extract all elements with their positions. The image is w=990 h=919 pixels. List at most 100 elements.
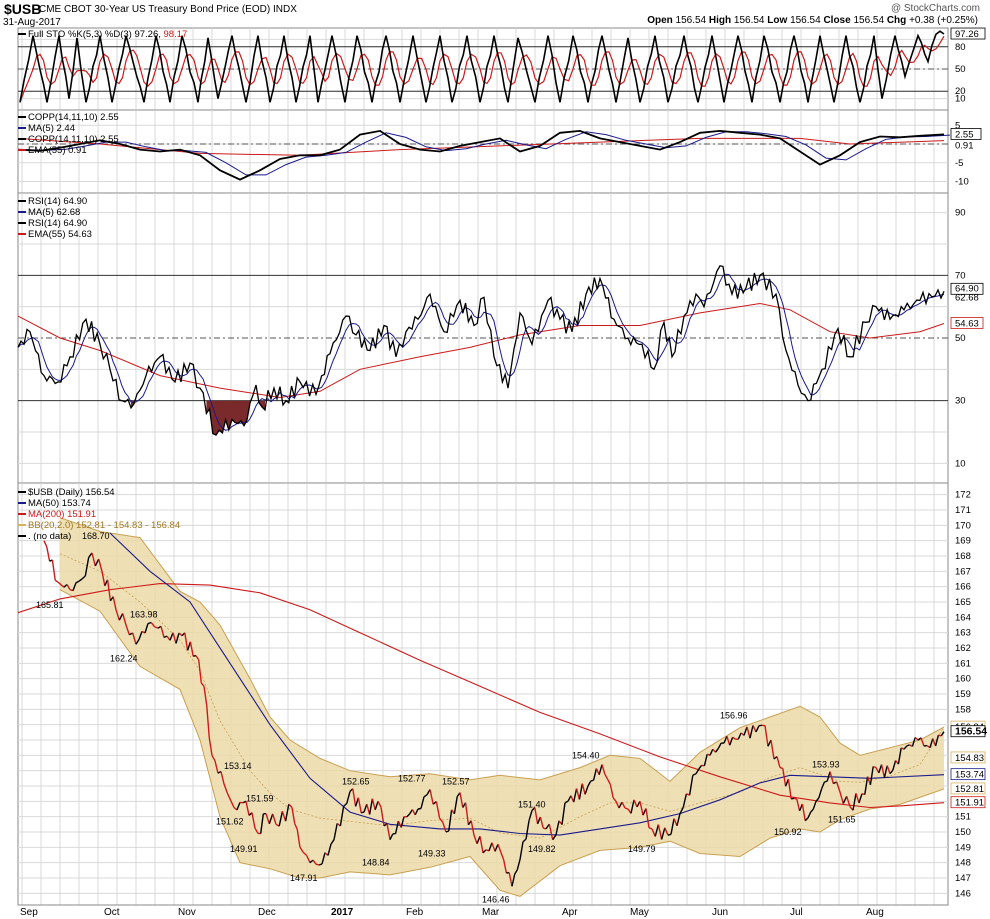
price-segment	[494, 844, 499, 852]
price-right-box	[950, 751, 986, 764]
bb-fill	[60, 517, 944, 897]
price-segment	[903, 745, 908, 750]
rsi-ma-line	[17, 273, 945, 431]
description-label: CME CBOT 30-Year US Treasury Bond Price …	[39, 4, 297, 15]
price-segment	[592, 768, 598, 781]
price-segment	[791, 797, 795, 800]
price-segment	[717, 742, 722, 749]
price-segment	[163, 635, 168, 639]
price-segment	[448, 809, 453, 832]
bb-lower-line	[59, 589, 945, 897]
rsi-last-box	[950, 282, 984, 295]
copp-tick-label: -10	[955, 177, 969, 188]
rsi-legend-row: EMA(55) 54.63	[28, 229, 92, 240]
bb-mid-line	[59, 553, 945, 839]
price-segment	[98, 558, 103, 572]
price-segment	[193, 655, 197, 657]
price-segment	[491, 842, 496, 852]
price-segment	[842, 796, 848, 804]
price-segment	[400, 816, 405, 828]
price-segment	[804, 817, 809, 822]
price-segment	[897, 747, 902, 765]
price-segment	[411, 809, 416, 816]
date-label: 31-Aug-2017	[3, 17, 61, 28]
price-annotation: 168.70	[82, 531, 110, 541]
price-segment	[195, 655, 200, 661]
price-segment	[729, 736, 734, 746]
price-segment	[357, 797, 362, 813]
price-segment	[869, 766, 874, 786]
x-axis-month-label: 2017	[331, 907, 354, 918]
price-segment	[288, 803, 293, 808]
rsi-legend: RSI(14) 64.90 MA(5) 62.68 RSI(14) 64.90 …	[18, 196, 92, 240]
price-segment	[175, 632, 180, 644]
price-segment	[106, 579, 112, 601]
price-right-label: 156.54	[955, 726, 987, 738]
copp-legend-row: EMA(55) 0.91	[28, 145, 87, 156]
open-label: Open	[647, 15, 673, 26]
price-segment	[667, 833, 672, 836]
price-segment	[500, 851, 505, 860]
price-segment	[272, 813, 277, 825]
price-segment	[906, 744, 910, 747]
price-tick-label: 162	[955, 643, 971, 654]
price-segment	[801, 803, 806, 821]
price-segment	[621, 801, 626, 809]
price-segment	[746, 726, 751, 739]
ohlc-readout: Open 156.54 High 156.54 Low 156.54 Close…	[647, 15, 978, 26]
price-segment	[101, 571, 106, 586]
price-segment	[220, 771, 225, 785]
price-annotation: 153.14	[224, 761, 252, 771]
price-segment	[132, 632, 137, 645]
sto-last-box	[950, 27, 986, 40]
price-legend-row: MA(200) 151.91	[28, 509, 97, 520]
price-segment	[208, 737, 213, 756]
price-annotation: 151.62	[216, 816, 244, 826]
price-annotation: 149.33	[418, 848, 446, 858]
price-segment	[900, 747, 905, 750]
copp-tick-label: 5	[955, 120, 960, 131]
price-segment	[361, 811, 365, 814]
price-segment	[302, 851, 308, 857]
price-tick-label: 172	[955, 490, 971, 501]
price-segment	[695, 768, 700, 775]
price-segment	[464, 802, 470, 825]
price-segment	[251, 812, 256, 829]
rsi-tick-label: 50	[955, 333, 966, 344]
chg-label: Chg	[886, 15, 907, 26]
rsi-tick-label: 30	[955, 396, 966, 407]
price-segment	[306, 855, 311, 863]
x-axis-month-label: Dec	[258, 907, 276, 918]
ma50-line	[109, 532, 945, 836]
price-segment	[545, 823, 550, 830]
bb-upper-line	[59, 517, 945, 783]
price-segment	[732, 736, 736, 740]
price-segment	[186, 641, 192, 651]
price-segment	[645, 808, 650, 828]
x-axis-month-label: Jun	[712, 907, 728, 918]
copp-last-label: 2.55	[955, 129, 974, 140]
price-segment	[701, 764, 705, 767]
price-segment	[581, 783, 586, 795]
copp-legend-row: COPP(14,11,10) 2.55	[28, 134, 119, 145]
price-segment	[397, 820, 402, 828]
price-segment	[578, 783, 583, 800]
price-annotation: 152.65	[342, 776, 370, 786]
price-segment	[573, 788, 578, 803]
ma200-line	[17, 583, 945, 809]
price-segment	[567, 795, 572, 802]
price-segment	[796, 798, 801, 812]
price-segment	[497, 844, 502, 853]
price-segment	[676, 813, 681, 826]
price-segment	[125, 624, 130, 635]
price-segment	[206, 705, 210, 739]
price-segment	[281, 811, 287, 822]
price-segment	[46, 546, 51, 562]
price-segment	[815, 797, 820, 802]
price-segment	[135, 639, 140, 645]
price-segment	[932, 738, 937, 747]
low-label: Low	[767, 15, 788, 26]
copp-ema-label: 0.91	[955, 141, 974, 152]
price-segment	[779, 766, 783, 770]
price-segment	[488, 842, 493, 852]
